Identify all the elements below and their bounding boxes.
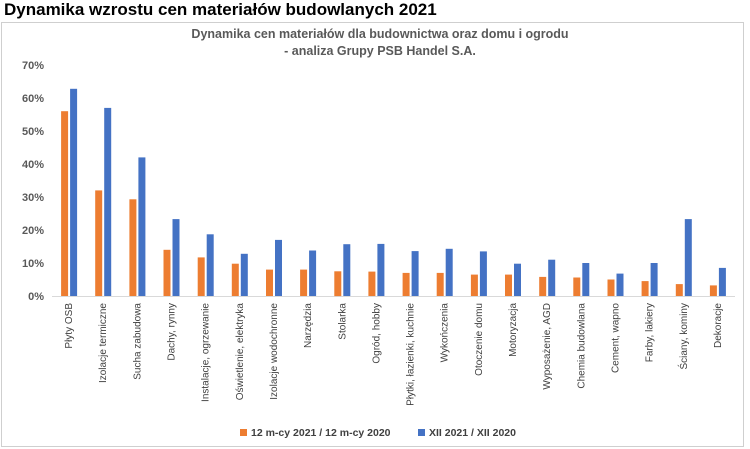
x-category-label: Izolacje wodochronne — [269, 303, 280, 400]
bar-series-2 — [411, 251, 419, 296]
x-category-label: Narzędzia — [303, 303, 314, 348]
bar-series-1 — [709, 285, 717, 296]
x-category-label: Sucha zabudowa — [132, 303, 143, 380]
x-category-label: Wyposażenie, AGD — [542, 303, 553, 390]
bar-series-2 — [240, 253, 248, 296]
bar-series-1 — [368, 271, 376, 296]
bar-series-1 — [505, 274, 512, 296]
bar-series-2 — [650, 263, 658, 296]
bar-series-1 — [573, 277, 581, 296]
bar-series-2 — [70, 88, 78, 296]
page-title: Dynamika wzrostu cen materiałów budowlan… — [4, 0, 437, 19]
x-category-label: Płyty OSB — [64, 303, 75, 349]
bar-series-2 — [616, 273, 624, 296]
x-category-label: Izolacje termiczne — [98, 303, 109, 383]
category-labels: Płyty OSB Izolacje termiczne Sucha zabudow… — [64, 303, 724, 406]
bar-series-1 — [470, 274, 478, 296]
x-category-label: Motoryzacja — [508, 303, 519, 357]
bar-series-1 — [402, 272, 410, 296]
bar-series-2 — [548, 259, 556, 296]
chart-title: Dynamika cen materiałów dla budownictwa … — [191, 27, 568, 41]
bar-series-2 — [684, 219, 692, 296]
legend-label-series-2: XII 2021 / XII 2020 — [429, 427, 516, 439]
bar-series-1 — [95, 190, 103, 296]
bar-series-2 — [514, 263, 521, 296]
bar-series-1 — [61, 111, 69, 296]
x-category-label: Dekoracje — [713, 303, 724, 348]
y-tick-label: 0% — [28, 291, 44, 303]
bar-series-2 — [275, 239, 282, 296]
x-category-label: Stolarka — [337, 303, 348, 340]
bar-series-1 — [675, 284, 683, 296]
bar-series-1 — [163, 249, 171, 296]
x-category-label: Ogród, hobby — [371, 303, 382, 364]
bar-series-1 — [231, 263, 239, 296]
bar-series-1 — [436, 272, 444, 296]
legend-swatch-series-1 — [240, 429, 247, 436]
x-category-label: Chemia budowlana — [576, 303, 587, 389]
bar-series-2 — [718, 267, 726, 296]
legend-label-series-1: 12 m-cy 2021 / 12 m-cy 2020 — [251, 427, 391, 439]
x-category-label: Farby, lakiery — [645, 303, 656, 362]
bar-series-2 — [445, 248, 453, 296]
x-category-label: Instalacje, ogrzewanie — [201, 303, 212, 402]
bar-series-2 — [343, 244, 351, 296]
y-tick-label: 30% — [22, 192, 44, 204]
y-axis: 0% 10% 20% 30% 40% 50% 60% 70% — [22, 60, 44, 303]
y-tick-label: 10% — [22, 258, 44, 270]
y-tick-label: 60% — [22, 93, 44, 105]
bars — [61, 88, 726, 297]
x-category-label: Płytki, łazienki, kuchnie — [406, 303, 417, 406]
bar-series-2 — [309, 250, 317, 296]
bar-series-2 — [479, 251, 487, 296]
bar-series-2 — [172, 219, 180, 296]
bar-series-2 — [377, 243, 385, 296]
bar-series-1 — [266, 269, 273, 296]
chart-subtitle: - analiza Grupy PSB Handel S.A. — [284, 44, 476, 58]
x-category-label: Oświetlenie, elektryka — [235, 303, 246, 401]
bar-series-1 — [334, 271, 342, 297]
legend: 12 m-cy 2021 / 12 m-cy 2020 XII 2021 / X… — [240, 427, 516, 439]
y-tick-label: 20% — [22, 225, 44, 237]
bar-series-2 — [206, 234, 214, 296]
bar-series-1 — [300, 269, 308, 296]
legend-swatch-series-2 — [418, 429, 425, 436]
y-tick-label: 70% — [22, 60, 44, 72]
chart-frame — [1, 22, 744, 447]
bar-series-1 — [129, 199, 137, 296]
y-tick-label: 50% — [22, 126, 44, 138]
x-category-label: Ściany, kominy — [677, 303, 690, 370]
x-category-label: Cement, wapno — [611, 303, 622, 373]
bar-series-2 — [582, 263, 590, 296]
x-category-label: Wykończenia — [440, 303, 451, 363]
bar-series-1 — [607, 279, 615, 296]
bar-series-2 — [138, 157, 146, 296]
bar-series-2 — [104, 107, 112, 297]
x-category-label: Otoczenie domu — [474, 303, 485, 376]
x-category-label: Dachy, rynny — [167, 303, 178, 361]
y-tick-label: 40% — [22, 159, 44, 171]
bar-series-1 — [539, 276, 547, 296]
bar-series-1 — [641, 281, 649, 296]
bar-series-1 — [197, 257, 205, 296]
